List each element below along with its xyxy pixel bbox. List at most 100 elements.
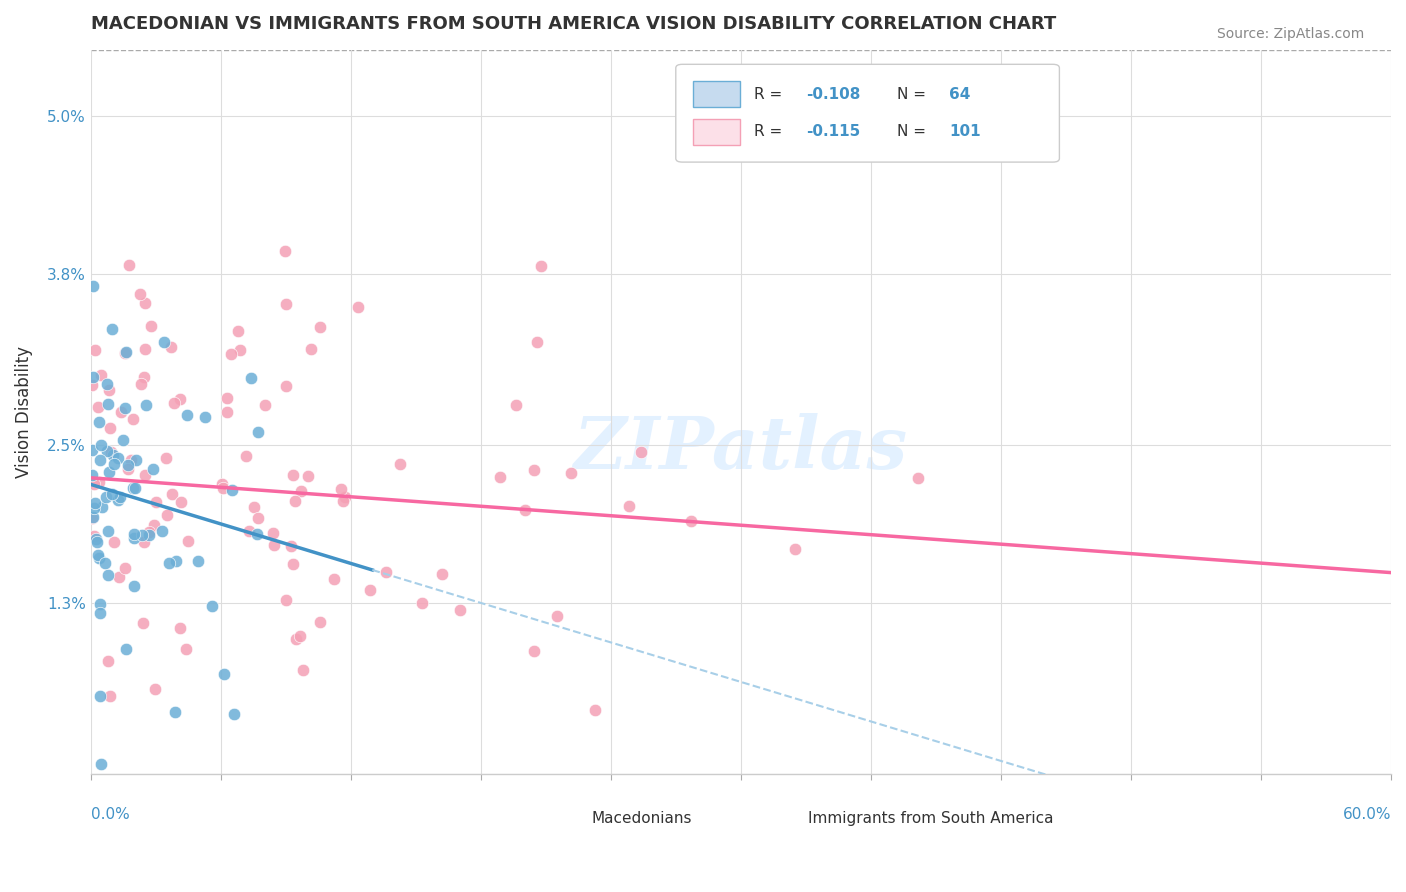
- Point: [94, 556, 117, 570]
- Point: [134, 342, 156, 356]
- FancyBboxPatch shape: [758, 806, 800, 830]
- Point: [238, 524, 260, 538]
- Text: -0.108: -0.108: [806, 87, 860, 102]
- Point: [98, 689, 121, 703]
- Point: [299, 342, 322, 356]
- Point: [122, 531, 145, 545]
- Point: [329, 483, 352, 497]
- Point: [89, 690, 111, 704]
- Point: [98, 421, 121, 435]
- Point: [143, 681, 166, 696]
- Point: [246, 425, 269, 440]
- Point: [98, 384, 121, 398]
- Text: 64: 64: [949, 87, 970, 102]
- Point: [97, 567, 120, 582]
- Point: [96, 444, 118, 458]
- Point: [155, 450, 177, 465]
- Point: [523, 463, 546, 477]
- Point: [97, 524, 120, 538]
- Point: [513, 503, 536, 517]
- Point: [785, 542, 807, 557]
- Point: [114, 642, 136, 657]
- Point: [347, 300, 370, 314]
- Point: [505, 398, 527, 412]
- Point: [333, 491, 356, 505]
- Point: [87, 400, 110, 414]
- Point: [157, 556, 180, 570]
- Point: [145, 495, 167, 509]
- Point: [274, 244, 297, 259]
- Point: [177, 533, 200, 548]
- Point: [165, 554, 187, 568]
- Point: [112, 434, 135, 448]
- Point: [523, 643, 546, 657]
- Point: [214, 667, 236, 681]
- Text: 101: 101: [949, 124, 980, 139]
- Point: [583, 702, 606, 716]
- Point: [169, 621, 191, 635]
- Point: [290, 484, 312, 499]
- Point: [211, 477, 233, 491]
- Text: MACEDONIAN VS IMMIGRANTS FROM SOUTH AMERICA VISION DISABILITY CORRELATION CHART: MACEDONIAN VS IMMIGRANTS FROM SOUTH AMER…: [90, 15, 1056, 33]
- Point: [139, 319, 162, 334]
- Point: [215, 405, 238, 419]
- Point: [120, 453, 142, 467]
- Point: [288, 629, 311, 643]
- Point: [122, 526, 145, 541]
- Point: [526, 334, 548, 349]
- Point: [212, 481, 235, 495]
- Point: [84, 532, 107, 546]
- Point: [82, 369, 104, 384]
- Point: [87, 475, 110, 490]
- Point: [83, 501, 105, 516]
- Point: [546, 608, 568, 623]
- Point: [83, 529, 105, 543]
- Point: [174, 642, 197, 657]
- Text: Source: ZipAtlas.com: Source: ZipAtlas.com: [1216, 27, 1364, 41]
- Point: [630, 445, 652, 459]
- Point: [309, 320, 332, 334]
- Point: [124, 579, 146, 593]
- Point: [80, 377, 103, 392]
- Point: [101, 448, 124, 462]
- Point: [529, 259, 551, 273]
- Point: [101, 322, 124, 336]
- Point: [114, 561, 136, 575]
- Point: [170, 495, 193, 509]
- Point: [98, 465, 121, 479]
- FancyBboxPatch shape: [693, 81, 740, 107]
- Point: [134, 467, 156, 482]
- Point: [117, 458, 139, 472]
- Point: [285, 632, 308, 647]
- Point: [134, 295, 156, 310]
- FancyBboxPatch shape: [543, 806, 585, 830]
- Point: [122, 481, 145, 495]
- Point: [224, 706, 246, 721]
- Point: [215, 392, 238, 406]
- Point: [160, 340, 183, 354]
- Point: [132, 369, 155, 384]
- Point: [84, 343, 107, 357]
- Point: [117, 258, 139, 272]
- Point: [247, 511, 270, 525]
- Point: [89, 607, 111, 621]
- Text: 60.0%: 60.0%: [1343, 806, 1391, 822]
- Point: [86, 535, 108, 549]
- Point: [201, 599, 224, 613]
- Point: [292, 663, 315, 677]
- Point: [432, 566, 454, 581]
- Point: [82, 511, 104, 525]
- Point: [229, 343, 252, 357]
- Point: [276, 592, 298, 607]
- Point: [132, 535, 155, 549]
- Point: [281, 557, 304, 571]
- Point: [114, 346, 136, 360]
- Point: [235, 449, 257, 463]
- FancyBboxPatch shape: [676, 64, 1059, 162]
- Point: [153, 334, 176, 349]
- Point: [322, 572, 344, 586]
- Point: [129, 286, 152, 301]
- Point: [132, 616, 155, 631]
- Point: [280, 539, 302, 553]
- Point: [115, 345, 138, 359]
